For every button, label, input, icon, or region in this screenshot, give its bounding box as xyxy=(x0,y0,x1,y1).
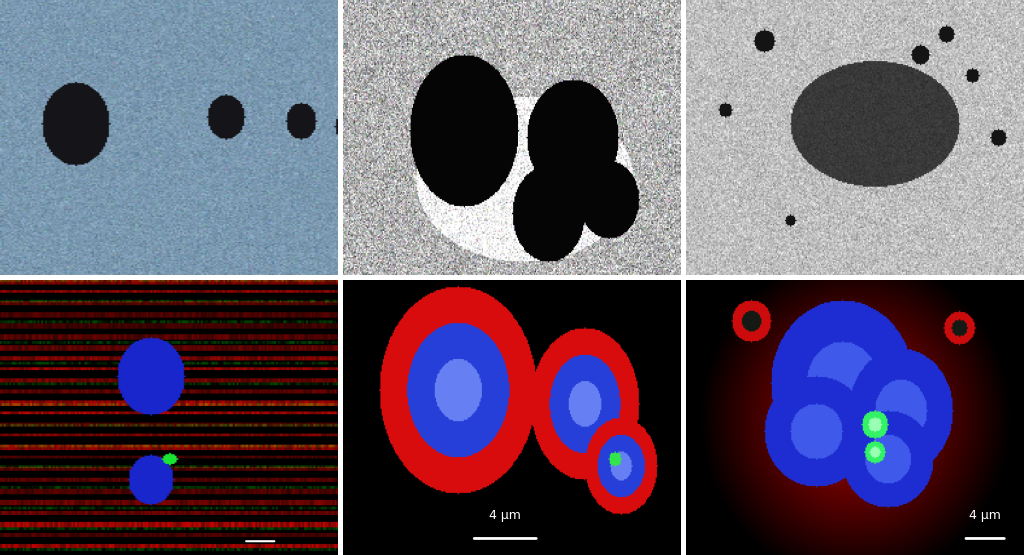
Text: 4 μm: 4 μm xyxy=(489,509,521,522)
Text: 4 μm: 4 μm xyxy=(969,509,1001,522)
